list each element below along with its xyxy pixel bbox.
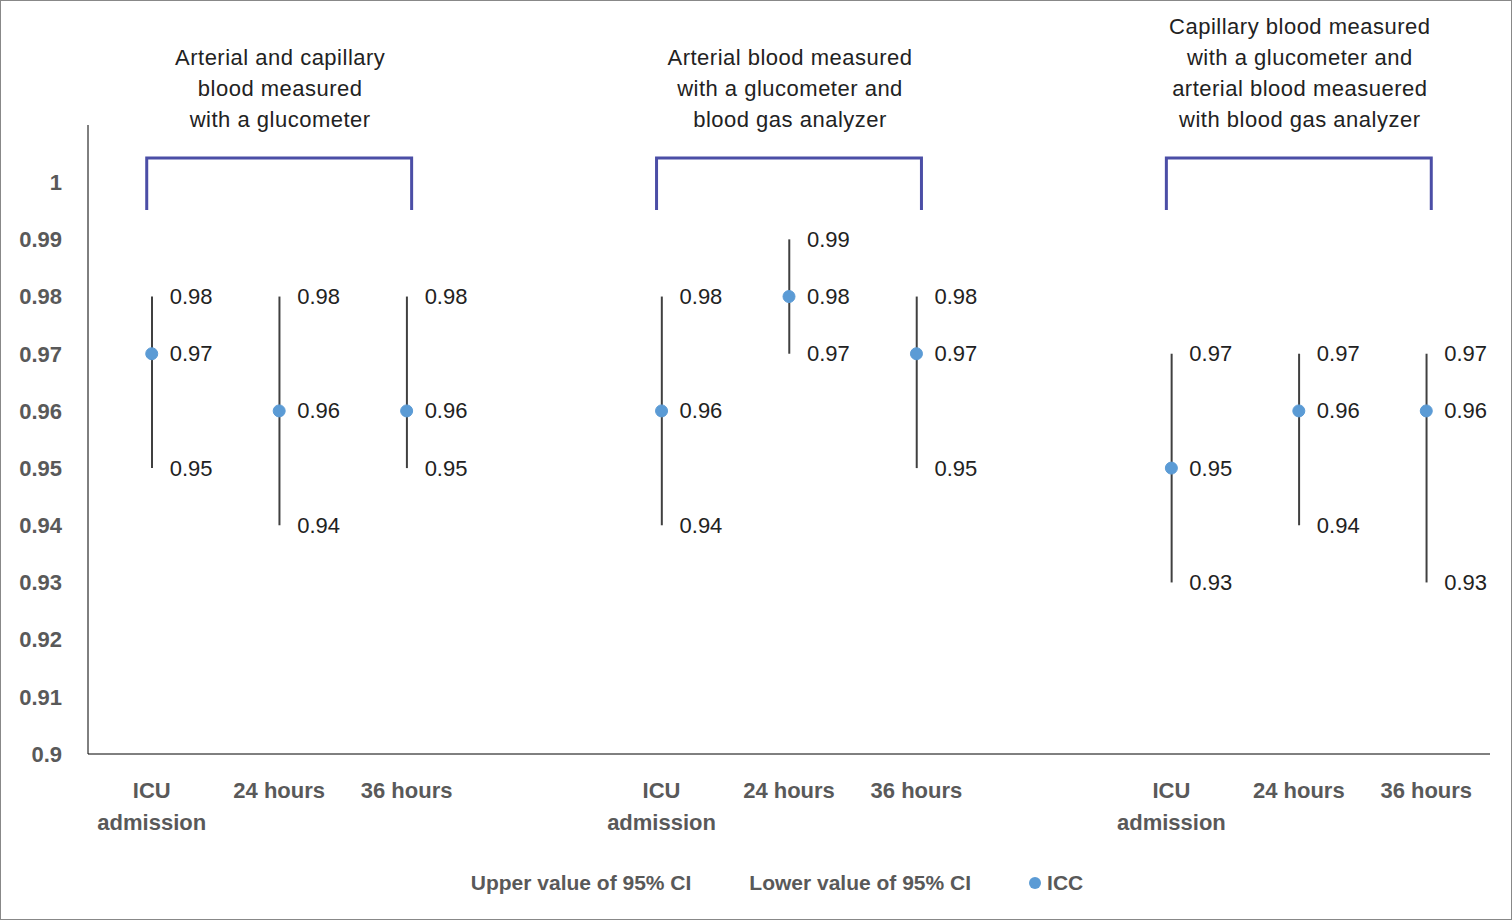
svg-text:0.98: 0.98 [934, 284, 977, 309]
svg-text:0.97: 0.97 [807, 341, 850, 366]
svg-text:0.93: 0.93 [1189, 570, 1232, 595]
html-text:Arterial and capillary: Arterial and capillary [175, 45, 386, 70]
svg-text:0.98: 0.98 [170, 284, 213, 309]
svg-text:0.97: 0.97 [1189, 341, 1232, 366]
html-text:Arterial blood measured: Arterial blood measured [667, 45, 913, 70]
html-text:with a glucometer: with a glucometer [189, 107, 371, 132]
svg-text:0.92: 0.92 [19, 627, 62, 652]
svg-text:0.98: 0.98 [425, 284, 468, 309]
svg-text:0.96: 0.96 [297, 398, 340, 423]
svg-text:0.96: 0.96 [1317, 398, 1360, 423]
svg-text:0.94: 0.94 [1317, 513, 1360, 538]
svg-text:0.98: 0.98 [19, 284, 62, 309]
svg-text:36 hours: 36 hours [361, 778, 453, 803]
svg-text:0.97: 0.97 [1444, 341, 1487, 366]
svg-text:0.96: 0.96 [1444, 398, 1487, 423]
svg-text:0.96: 0.96 [425, 398, 468, 423]
svg-text:0.94: 0.94 [19, 513, 63, 538]
svg-text:0.97: 0.97 [170, 341, 213, 366]
svg-text:0.95: 0.95 [170, 456, 213, 481]
svg-text:0.94: 0.94 [680, 513, 723, 538]
svg-text:0.95: 0.95 [1189, 456, 1232, 481]
svg-text:ICU: ICU [643, 778, 681, 803]
svg-text:0.96: 0.96 [680, 398, 723, 423]
svg-text:24 hours: 24 hours [743, 778, 835, 803]
svg-text:admission: admission [1117, 810, 1226, 835]
svg-text:24 hours: 24 hours [1253, 778, 1345, 803]
html-text:Upper value of 95% CI: Upper value of 95% CI [470, 871, 692, 894]
svg-text:ICU: ICU [1152, 778, 1190, 803]
svg-text:0.97: 0.97 [934, 341, 977, 366]
svg-text:24 hours: 24 hours [233, 778, 325, 803]
html-text:ICC: ICC [1047, 871, 1084, 894]
svg-text:0.94: 0.94 [297, 513, 340, 538]
svg-text:0.95: 0.95 [19, 456, 62, 481]
html-text:with a glucometer and: with a glucometer and [677, 76, 903, 101]
html-text:Lower value of 95% CI: Lower value of 95% CI [749, 871, 972, 894]
svg-text:admission: admission [607, 810, 716, 835]
svg-text:0.91: 0.91 [19, 685, 62, 710]
html-text:with blood gas analyzer: with blood gas analyzer [1179, 107, 1421, 132]
svg-text:0.97: 0.97 [1317, 341, 1360, 366]
svg-text:36 hours: 36 hours [1380, 778, 1472, 803]
svg-text:0.95: 0.95 [934, 456, 977, 481]
svg-text:ICU: ICU [133, 778, 171, 803]
svg-text:0.95: 0.95 [425, 456, 468, 481]
html-text:Capillary blood measured: Capillary blood measured [1169, 14, 1431, 39]
svg-text:admission: admission [97, 810, 206, 835]
html-text:arterial blood measuered: arterial blood measuered [1172, 76, 1428, 101]
svg-text:0.93: 0.93 [19, 570, 62, 595]
svg-text:36 hours: 36 hours [871, 778, 963, 803]
svg-text:0.99: 0.99 [19, 227, 62, 252]
svg-text:1: 1 [50, 170, 62, 195]
svg-text:0.96: 0.96 [19, 399, 62, 424]
svg-text:0.9: 0.9 [31, 742, 62, 767]
svg-text:0.98: 0.98 [680, 284, 723, 309]
svg-text:0.98: 0.98 [807, 284, 850, 309]
svg-text:0.93: 0.93 [1444, 570, 1487, 595]
svg-text:0.97: 0.97 [19, 342, 62, 367]
html-text:blood measured: blood measured [197, 76, 363, 101]
html-text:with a glucometer and: with a glucometer and [1186, 45, 1413, 70]
html-text:blood gas analyzer: blood gas analyzer [693, 107, 887, 132]
svg-text:0.99: 0.99 [807, 227, 850, 252]
svg-text:0.98: 0.98 [297, 284, 340, 309]
